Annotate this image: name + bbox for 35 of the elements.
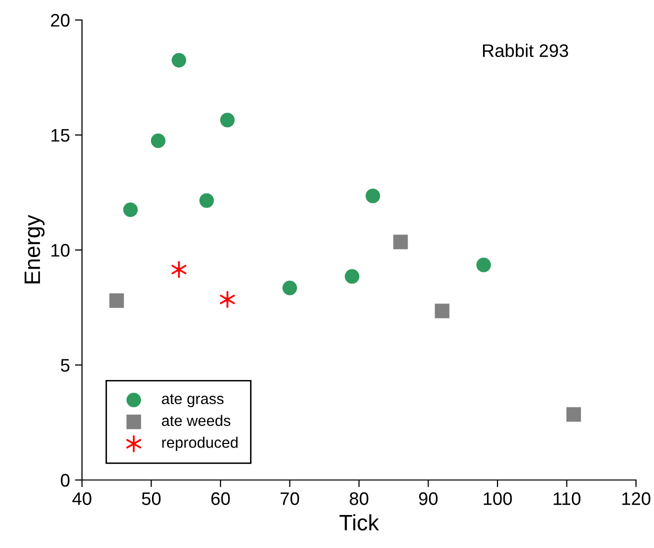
point bbox=[220, 112, 235, 128]
x-tick-label: 80 bbox=[350, 492, 368, 506]
legend-label: ate grass bbox=[162, 394, 224, 408]
x-tick-label: 120 bbox=[622, 492, 650, 506]
point bbox=[366, 188, 380, 204]
x-axis-title: Tick bbox=[340, 514, 379, 531]
point bbox=[566, 407, 581, 422]
point bbox=[172, 52, 186, 68]
annotation: Rabbit 293 bbox=[483, 44, 568, 58]
y-tick-label: 15 bbox=[51, 129, 70, 142]
y-tick-label: 20 bbox=[51, 14, 70, 27]
point bbox=[393, 234, 408, 250]
legend-label: reproduced bbox=[162, 436, 238, 451]
x-tick-label: 90 bbox=[419, 492, 438, 506]
x-tick-label: 40 bbox=[72, 492, 92, 506]
point bbox=[434, 304, 450, 318]
point bbox=[476, 258, 491, 272]
x-tick-label: 110 bbox=[554, 492, 580, 506]
point bbox=[220, 290, 235, 308]
point bbox=[123, 202, 138, 218]
x-tick-label: 70 bbox=[280, 492, 300, 506]
point bbox=[282, 280, 298, 296]
x-tick-label: 50 bbox=[142, 492, 161, 506]
y-tick-label: 10 bbox=[51, 244, 70, 257]
y-tick-label: 0 bbox=[60, 474, 70, 487]
point bbox=[150, 133, 166, 148]
legend-label: ate weeds bbox=[162, 414, 230, 426]
point bbox=[199, 193, 214, 208]
x-tick-label: 100 bbox=[484, 492, 512, 506]
point bbox=[109, 293, 124, 308]
y-axis-title: Energy bbox=[24, 214, 45, 284]
point bbox=[171, 261, 186, 278]
point bbox=[344, 269, 360, 284]
x-tick-label: 60 bbox=[211, 492, 230, 506]
y-tick-label: 5 bbox=[60, 359, 70, 372]
